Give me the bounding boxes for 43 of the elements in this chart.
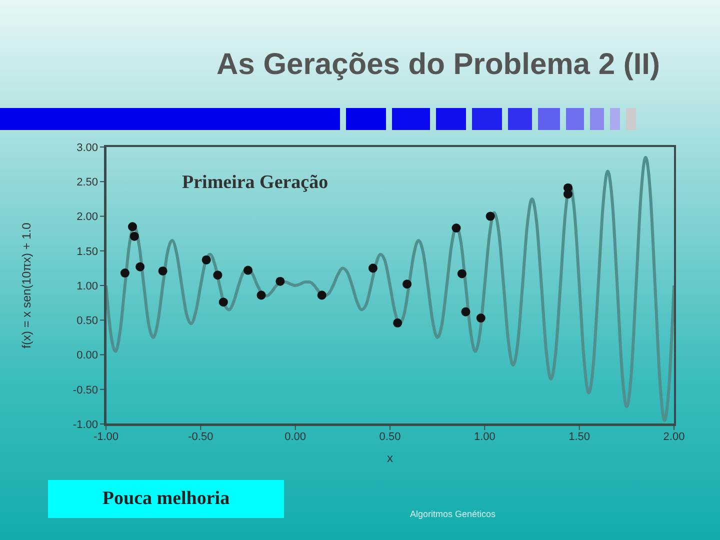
annotation: Primeira Geração [182, 172, 328, 194]
x-tick-label: 0.00 [284, 430, 306, 443]
point [202, 255, 211, 264]
point [457, 269, 466, 278]
x-tick-label: 1.00 [474, 430, 496, 443]
y-tick-label: -1.00 [72, 418, 98, 431]
x-tick-label: 2.00 [663, 430, 685, 443]
y-tick-label: 3.00 [76, 142, 98, 154]
y-tick-label: 2.00 [76, 211, 98, 224]
point [158, 266, 168, 276]
x-tick-label: -0.50 [188, 430, 214, 443]
point [368, 264, 378, 273]
point [452, 224, 461, 233]
y-tick-label: 0.00 [76, 350, 98, 362]
y-axis-title: f(x) = x sen(10πx) + 1.0 [19, 222, 34, 348]
point [128, 222, 138, 232]
y-tick-label: 1.00 [76, 280, 98, 292]
x-tick-label: -1.00 [93, 430, 119, 443]
point [130, 232, 139, 241]
y-tick-label: -0.50 [72, 384, 98, 396]
y-tick-label: 1.50 [76, 246, 98, 258]
x-tick-label: 1.50 [568, 430, 590, 443]
point [563, 190, 572, 199]
text: Algoritmos Genéticos [410, 509, 496, 519]
point [276, 276, 285, 286]
point [256, 290, 266, 300]
x-axis-title: x [387, 451, 393, 465]
point [120, 268, 130, 278]
text: Pouca melhoria [48, 480, 284, 518]
point [136, 262, 145, 272]
x-tick-label: 0.50 [379, 430, 401, 443]
chart-title: As Gerações do Problema 2 (II) [216, 48, 660, 82]
point [317, 290, 326, 300]
point [476, 314, 486, 323]
point [213, 270, 222, 280]
y-tick-label: 0.50 [76, 315, 98, 328]
y-tick-label: 2.50 [76, 176, 98, 189]
point [243, 266, 253, 275]
point [486, 212, 495, 221]
point [393, 318, 402, 328]
point [461, 307, 470, 316]
point [402, 280, 412, 289]
point [218, 298, 228, 307]
